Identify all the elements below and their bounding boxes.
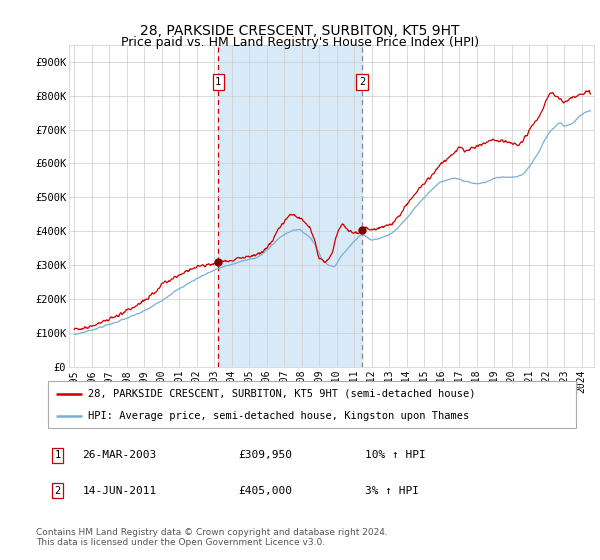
Text: £309,950: £309,950: [238, 450, 292, 460]
Text: £405,000: £405,000: [238, 486, 292, 496]
Text: 3% ↑ HPI: 3% ↑ HPI: [365, 486, 419, 496]
Text: 14-JUN-2011: 14-JUN-2011: [82, 486, 157, 496]
Text: Price paid vs. HM Land Registry's House Price Index (HPI): Price paid vs. HM Land Registry's House …: [121, 36, 479, 49]
FancyBboxPatch shape: [48, 381, 576, 428]
Text: 2: 2: [55, 486, 61, 496]
Text: 28, PARKSIDE CRESCENT, SURBITON, KT5 9HT: 28, PARKSIDE CRESCENT, SURBITON, KT5 9HT: [140, 24, 460, 38]
Bar: [218, 45, 362, 367]
Text: 1: 1: [55, 450, 61, 460]
Text: 28, PARKSIDE CRESCENT, SURBITON, KT5 9HT (semi-detached house): 28, PARKSIDE CRESCENT, SURBITON, KT5 9HT…: [88, 389, 475, 399]
Text: 10% ↑ HPI: 10% ↑ HPI: [365, 450, 425, 460]
Text: 26-MAR-2003: 26-MAR-2003: [82, 450, 157, 460]
Text: 2: 2: [359, 77, 365, 87]
Text: 1: 1: [215, 77, 221, 87]
Text: Contains HM Land Registry data © Crown copyright and database right 2024.
This d: Contains HM Land Registry data © Crown c…: [36, 528, 388, 547]
Text: HPI: Average price, semi-detached house, Kingston upon Thames: HPI: Average price, semi-detached house,…: [88, 410, 469, 421]
